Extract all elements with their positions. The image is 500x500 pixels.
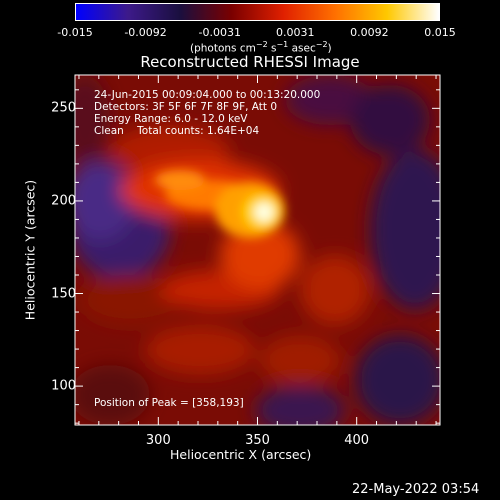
x-tick-label: 300 bbox=[145, 433, 171, 448]
image-title: Reconstructed RHESSI Image bbox=[140, 53, 360, 71]
colorbar-tick: 0.0092 bbox=[350, 26, 389, 39]
x-tick-label: 350 bbox=[245, 433, 270, 448]
colorbar-tick: -0.015 bbox=[57, 26, 93, 39]
x-axis-label: Heliocentric X (arcsec) bbox=[170, 447, 312, 462]
time-range-annotation: 24-Jun-2015 00:09:04.000 to 00:13:20.000 bbox=[94, 89, 321, 101]
y-tick-label: 150 bbox=[51, 286, 76, 302]
colorbar bbox=[75, 3, 440, 21]
axis-tick-marks bbox=[75, 75, 440, 425]
clean-counts-annotation: Clean Total counts: 1.64E+04 bbox=[94, 125, 260, 137]
x-tick-label: 400 bbox=[344, 433, 370, 448]
colorbar-tick: 0.0031 bbox=[275, 26, 315, 39]
detectors-annotation: Detectors: 3F 5F 6F 7F 8F 9F, Att 0 bbox=[94, 101, 278, 113]
y-tick-label: 200 bbox=[51, 193, 76, 209]
y-tick-label: 250 bbox=[51, 100, 76, 116]
peak-position-annotation: Position of Peak = [358,193] bbox=[94, 397, 244, 409]
energy-range-annotation: Energy Range: 6.0 - 12.0 keV bbox=[94, 113, 248, 125]
colorbar-units: (photons cm−2 s−1 asec−2) bbox=[190, 40, 332, 55]
date-stamp: 22-May-2022 03:54 bbox=[352, 482, 480, 497]
colorbar-tick: -0.0031 bbox=[198, 26, 242, 39]
y-axis-label: Heliocentric Y (arcsec) bbox=[22, 179, 38, 321]
colorbar-tick: 0.015 bbox=[424, 26, 456, 39]
y-tick-label: 100 bbox=[51, 378, 76, 394]
solar-intensity-map bbox=[75, 75, 440, 425]
colorbar-tick: -0.0092 bbox=[124, 26, 167, 39]
